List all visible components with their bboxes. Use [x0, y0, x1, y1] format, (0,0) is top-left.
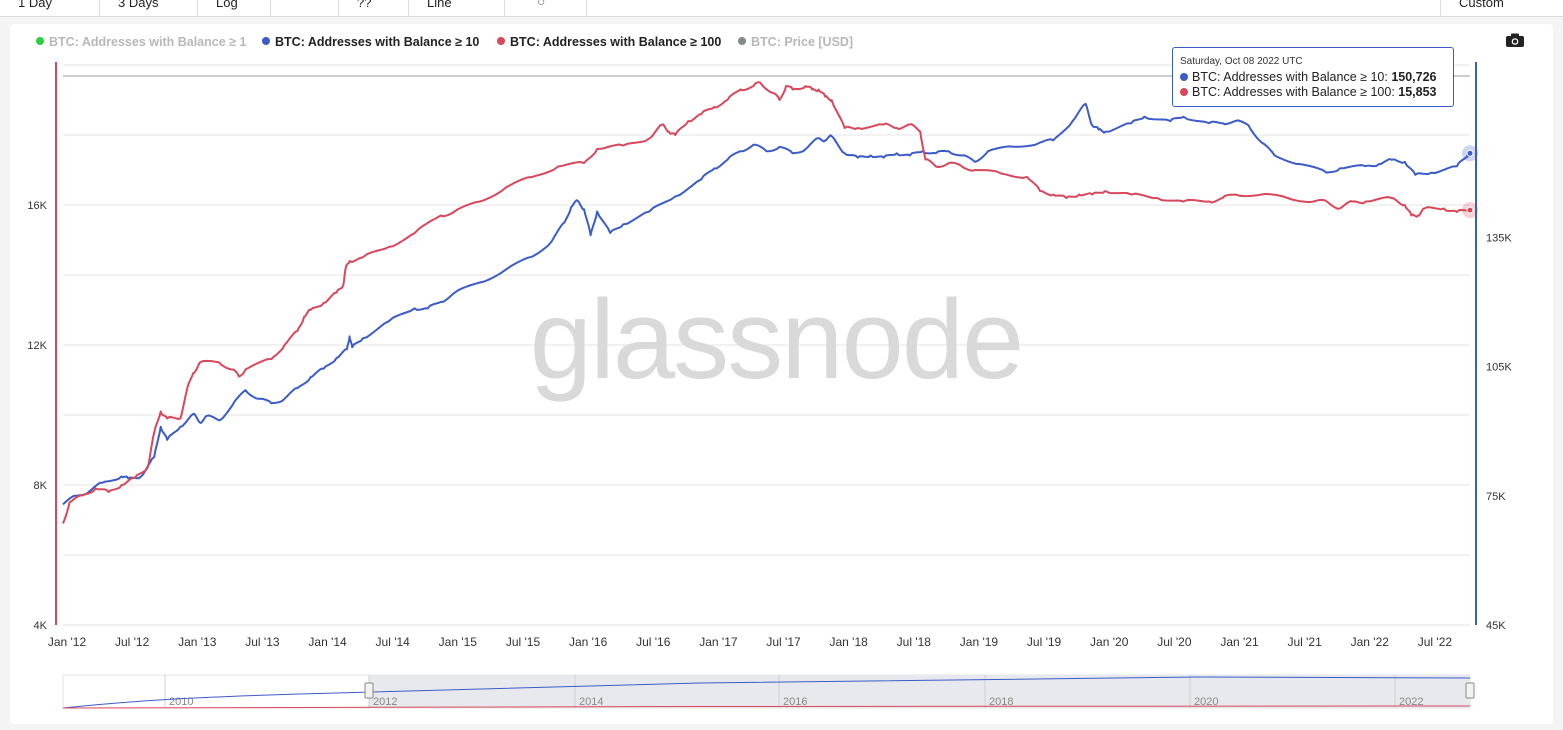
- x-axis-tick-label: Jan '15: [439, 635, 478, 649]
- legend-label: BTC: Addresses with Balance ≥ 10: [275, 35, 480, 49]
- x-axis-tick-label: Jul '20: [1157, 635, 1192, 649]
- x-axis-tick-label: Jul '17: [766, 635, 801, 649]
- x-axis-tick-label: Jul '14: [376, 635, 411, 649]
- options-button[interactable]: ??: [339, 0, 409, 16]
- x-axis-tick-label: Jul '16: [636, 635, 671, 649]
- log-scale-button[interactable]: Log: [198, 0, 271, 16]
- x-axis-tick-label: Jul '13: [245, 635, 280, 649]
- axes: 4K 8K 12K 16K 45K 75K 105K 135K Jan '12 Jul '12 Ja…: [27, 62, 1512, 649]
- x-axis-tick-label: Jan '14: [308, 635, 347, 649]
- legend-dot-icon: [262, 37, 270, 45]
- left-axis-tick-label: 12K: [27, 340, 47, 352]
- left-axis-tick-label: 4K: [34, 620, 48, 632]
- x-axis-tick-label: Jan '12: [48, 635, 87, 649]
- legend-label: BTC: Addresses with Balance ≥ 1: [49, 35, 247, 49]
- legend-item-balance-100[interactable]: BTC: Addresses with Balance ≥ 100: [497, 35, 721, 49]
- right-axis-tick-label: 75K: [1486, 491, 1506, 503]
- navigator-label: 2012: [373, 696, 397, 708]
- navigator-series-balance-100: [62, 705, 1471, 709]
- x-axis-tick-label: Jul '18: [897, 635, 932, 649]
- tooltip-row-balance-100: BTC: Addresses with Balance ≥ 100: 15,85…: [1180, 85, 1445, 100]
- comment-icon: ○: [537, 0, 546, 9]
- x-axis-tick-label: Jan '16: [569, 635, 608, 649]
- legend-dot-icon: [738, 37, 746, 45]
- x-axis-tick-label: Jan '22: [1351, 635, 1390, 649]
- x-axis-tick-label: Jul '19: [1027, 635, 1062, 649]
- series-endpoint-marker: [1466, 206, 1474, 214]
- range-3-days-button[interactable]: 3 Days: [100, 0, 198, 16]
- tooltip-dot-icon: [1180, 88, 1188, 96]
- comment-button[interactable]: ○: [505, 0, 587, 16]
- navigator-label: 2022: [1399, 696, 1423, 708]
- x-axis-tick-label: Jan '19: [960, 635, 999, 649]
- legend-dot-icon: [497, 37, 505, 45]
- tooltip-dot-icon: [1180, 73, 1188, 81]
- camera-icon[interactable]: [1506, 33, 1526, 49]
- x-axis-tick-label: Jul '15: [506, 635, 541, 649]
- x-axis-tick-label: Jul '12: [115, 635, 150, 649]
- chart-panel: [10, 24, 1553, 724]
- series-line-balance-10: [62, 102, 1471, 506]
- navigator-label: 2020: [1194, 696, 1218, 708]
- grid-lines: [63, 64, 1470, 626]
- x-axis-tick-label: Jul '22: [1418, 635, 1453, 649]
- right-axis-tick-label: 45K: [1486, 620, 1506, 632]
- x-axis-tick-label: Jan '18: [830, 635, 869, 649]
- tooltip-row-balance-10: BTC: Addresses with Balance ≥ 10: 150,72…: [1180, 70, 1445, 85]
- x-axis-tick-label: Jul '21: [1287, 635, 1322, 649]
- right-axis-tick-label: 135K: [1486, 232, 1512, 244]
- x-axis-tick-label: Jan '20: [1090, 635, 1129, 649]
- navigator-label: 2016: [783, 696, 807, 708]
- legend-dot-icon: [36, 37, 44, 45]
- legend-item-balance-1[interactable]: BTC: Addresses with Balance ≥ 1: [36, 35, 246, 49]
- series-lines: [62, 81, 1478, 524]
- custom-range-button[interactable]: Custom: [1440, 0, 1563, 16]
- series-endpoint-marker: [1466, 149, 1474, 157]
- legend-label: BTC: Addresses with Balance ≥ 100: [510, 35, 722, 49]
- legend-item-balance-10[interactable]: BTC: Addresses with Balance ≥ 10: [262, 35, 479, 49]
- navigator-label: 2014: [579, 696, 603, 708]
- left-axis-tick-label: 8K: [34, 480, 48, 492]
- range-1-day-button[interactable]: 1 Day: [0, 0, 100, 16]
- tooltip-label: BTC: Addresses with Balance ≥ 100:: [1192, 85, 1399, 99]
- tooltip-label: BTC: Addresses with Balance ≥ 10:: [1192, 70, 1392, 84]
- navigator-right-handle[interactable]: [1465, 682, 1475, 699]
- x-axis-tick-label: Jan '13: [178, 635, 217, 649]
- navigator-left-handle[interactable]: [364, 682, 374, 699]
- tooltip: Saturday, Oct 08 2022 UTC BTC: Addresses…: [1172, 47, 1454, 107]
- left-axis-tick-label: 16K: [27, 200, 47, 212]
- legend-item-price[interactable]: BTC: Price [USD]: [738, 35, 853, 49]
- toolbar: 1 Day 3 Days Log ?? Line ○ Custom: [0, 0, 1563, 17]
- x-axis-tick-label: Jan '17: [699, 635, 738, 649]
- navigator-label: 2018: [989, 696, 1013, 708]
- tooltip-value: 150,726: [1391, 70, 1437, 84]
- navigator[interactable]: 2010 2012 2014 2016 2018 2020 2022: [62, 674, 1475, 709]
- indicator-toggle-button[interactable]: [271, 0, 339, 16]
- x-axis-tick-label: Jan '21: [1220, 635, 1259, 649]
- watermark: glassnode: [530, 277, 1023, 402]
- tooltip-value: 15,853: [1398, 85, 1437, 99]
- series-line-balance-100: [62, 81, 1471, 524]
- chart-type-button[interactable]: Line: [409, 0, 505, 16]
- right-axis-tick-label: 105K: [1486, 362, 1512, 374]
- legend-label: BTC: Price [USD]: [751, 35, 854, 49]
- tooltip-date: Saturday, Oct 08 2022 UTC: [1180, 56, 1303, 67]
